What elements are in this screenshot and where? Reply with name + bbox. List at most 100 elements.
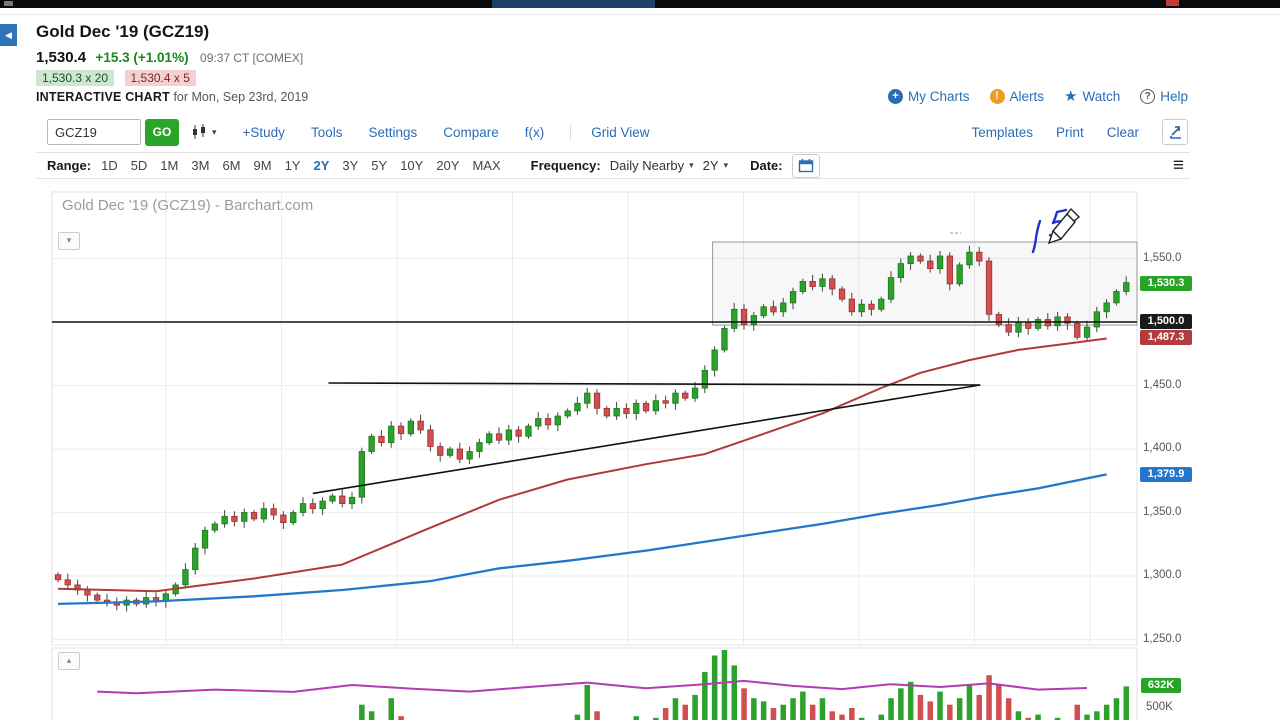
chevron-down-icon: ▾	[723, 160, 729, 170]
grid-view-button[interactable]: Grid View	[570, 124, 650, 140]
chevron-down-icon: ▾	[689, 160, 694, 170]
chart-toolbar-right: Templates Print Clear	[971, 118, 1188, 146]
price-badge: 1,487.3	[1140, 330, 1192, 346]
page-title: Gold Dec '19 (GCZ19)	[36, 22, 210, 41]
range-1d[interactable]: 1D	[101, 158, 118, 173]
range-9m[interactable]: 9M	[253, 158, 272, 173]
interactive-chart-label: INTERACTIVE CHART	[36, 90, 170, 104]
y-axis-tick: 1,400.0	[1143, 442, 1182, 454]
ma-red-line	[57, 337, 1107, 593]
range-list: 1D 5D 1M 3M 6M 9M 1Y 2Y 3Y 5Y 10Y 20Y MAX	[101, 158, 501, 173]
browser-tab[interactable]	[492, 0, 655, 8]
volume-ma-line	[97, 679, 1088, 695]
interactive-chart-date: for Mon, Sep 23rd, 2019	[173, 90, 309, 104]
symbol-input[interactable]	[47, 119, 141, 145]
range-3y[interactable]: 3Y	[342, 158, 359, 173]
plus-circle-icon: +	[887, 89, 903, 104]
clear-button[interactable]: Clear	[1106, 124, 1139, 140]
chart-menu-icon[interactable]: ≡	[1172, 155, 1184, 176]
consolidation-box	[712, 241, 1138, 326]
frequency-dropdown[interactable]: Daily Nearby ▾	[610, 158, 694, 173]
volume-series	[359, 650, 1129, 720]
range-max[interactable]: MAX	[472, 158, 501, 173]
range-20y[interactable]: 20Y	[436, 158, 460, 173]
browser-top-strip	[0, 0, 1280, 8]
price-badge: 1,500.0	[1140, 314, 1192, 329]
calendar-icon	[798, 159, 813, 173]
sidebar-collapse-button[interactable]: ◀	[0, 24, 17, 46]
star-icon: ★	[1064, 88, 1078, 105]
price-change: +15.3 (+1.01%)	[95, 50, 189, 65]
ma-blue-line	[57, 473, 1107, 606]
y-axis-tick: 1,550.0	[1143, 251, 1182, 264]
alerts-label: Alerts	[1009, 89, 1045, 104]
compare-button[interactable]: Compare	[443, 124, 499, 140]
help-label: Help	[1160, 89, 1188, 104]
watch-label: Watch	[1082, 89, 1121, 104]
watch-link[interactable]: ★ Watch	[1064, 89, 1120, 104]
price-badge: 1,530.3	[1140, 275, 1192, 291]
alert-icon: !	[989, 89, 1005, 104]
trendline-upper	[328, 382, 981, 386]
range-6m[interactable]: 6M	[222, 158, 241, 173]
range-3m[interactable]: 3M	[191, 158, 210, 173]
date-picker-button[interactable]	[791, 153, 820, 178]
chart-toolbar: GO ▾ +Study Tools Settings Compare f(x) …	[47, 118, 650, 146]
chart-type-dropdown[interactable]: ▾	[191, 124, 217, 140]
chevron-down-icon: ▾	[212, 126, 217, 137]
my-charts-label: My Charts	[907, 89, 970, 104]
range-label: Range:	[47, 158, 92, 173]
range-5y[interactable]: 5Y	[371, 158, 388, 173]
frequency-label: Frequency:	[530, 158, 601, 173]
fx-button[interactable]: f(x)	[524, 124, 545, 140]
date-label: Date:	[750, 158, 783, 173]
bid-ask-row: 1,530.3 x 20 1,530.4 x 5	[36, 69, 202, 87]
last-price: 1,530.4	[36, 49, 87, 66]
settings-button[interactable]: Settings	[368, 124, 418, 140]
y-axis-tick: 1,300.0	[1143, 569, 1182, 581]
volume-pane-collapse-button[interactable]: ▴	[58, 652, 80, 670]
bid-chip: 1,530.3 x 20	[36, 70, 115, 86]
period-value: 2Y	[702, 158, 719, 173]
expand-chart-button[interactable]	[1162, 119, 1188, 145]
pane-menu-button[interactable]: ▾	[58, 232, 80, 250]
tools-button[interactable]: Tools	[310, 124, 343, 140]
range-bar: Range: 1D 5D 1M 3M 6M 9M 1Y 2Y 3Y 5Y 10Y 20Y MAX Fre…	[36, 152, 1190, 179]
browser-icon	[4, 1, 13, 6]
my-charts-link[interactable]: + My Charts	[887, 89, 970, 104]
range-1y[interactable]: 1Y	[284, 158, 301, 173]
ask-chip: 1,530.4 x 5	[124, 70, 196, 86]
price-badge: 1,379.9	[1140, 466, 1192, 482]
y-axis-tick: 1,350.0	[1143, 505, 1182, 518]
candlestick-type-icon	[193, 124, 205, 139]
interactive-chart-caption: INTERACTIVE CHART for Mon, Sep 23rd, 201…	[36, 90, 308, 104]
y-axis-tick: 1,250.0	[1143, 632, 1182, 645]
trendline-ascending	[312, 384, 981, 495]
templates-button[interactable]: Templates	[971, 124, 1033, 140]
range-10y[interactable]: 10Y	[400, 158, 424, 173]
divider	[0, 14, 1280, 15]
range-5d[interactable]: 5D	[130, 158, 148, 173]
volume-axis-label: 500K	[1146, 701, 1173, 713]
help-link[interactable]: ? Help	[1140, 89, 1188, 104]
pen-cursor-icon	[1047, 207, 1081, 245]
print-button[interactable]: Print	[1055, 124, 1084, 140]
question-icon: ?	[1140, 89, 1156, 104]
period-dropdown[interactable]: 2Y ▾	[703, 158, 728, 173]
y-axis-tick: 1,450.0	[1143, 378, 1182, 391]
range-2y[interactable]: 2Y	[313, 158, 330, 173]
chart-watermark-title: Gold Dec '19 (GCZ19) - Barchart.com	[62, 197, 314, 214]
quote-price-row: 1,530.4 +15.3 (+1.01%) 09:37 CT [COMEX]	[36, 49, 303, 67]
quote-timestamp: 09:37 CT [COMEX]	[200, 51, 304, 65]
frequency-value: Daily Nearby	[609, 158, 685, 173]
go-button[interactable]: GO	[145, 118, 179, 146]
volume-badge: 632K	[1141, 678, 1181, 694]
record-indicator-icon	[1166, 0, 1179, 6]
study-button[interactable]: +Study	[242, 124, 285, 140]
quote-action-links: + My Charts ! Alerts ★ Watch ? Help	[887, 89, 1188, 104]
range-1m[interactable]: 1M	[160, 158, 179, 173]
expand-icon	[1170, 126, 1181, 139]
alerts-link[interactable]: ! Alerts	[989, 89, 1045, 104]
